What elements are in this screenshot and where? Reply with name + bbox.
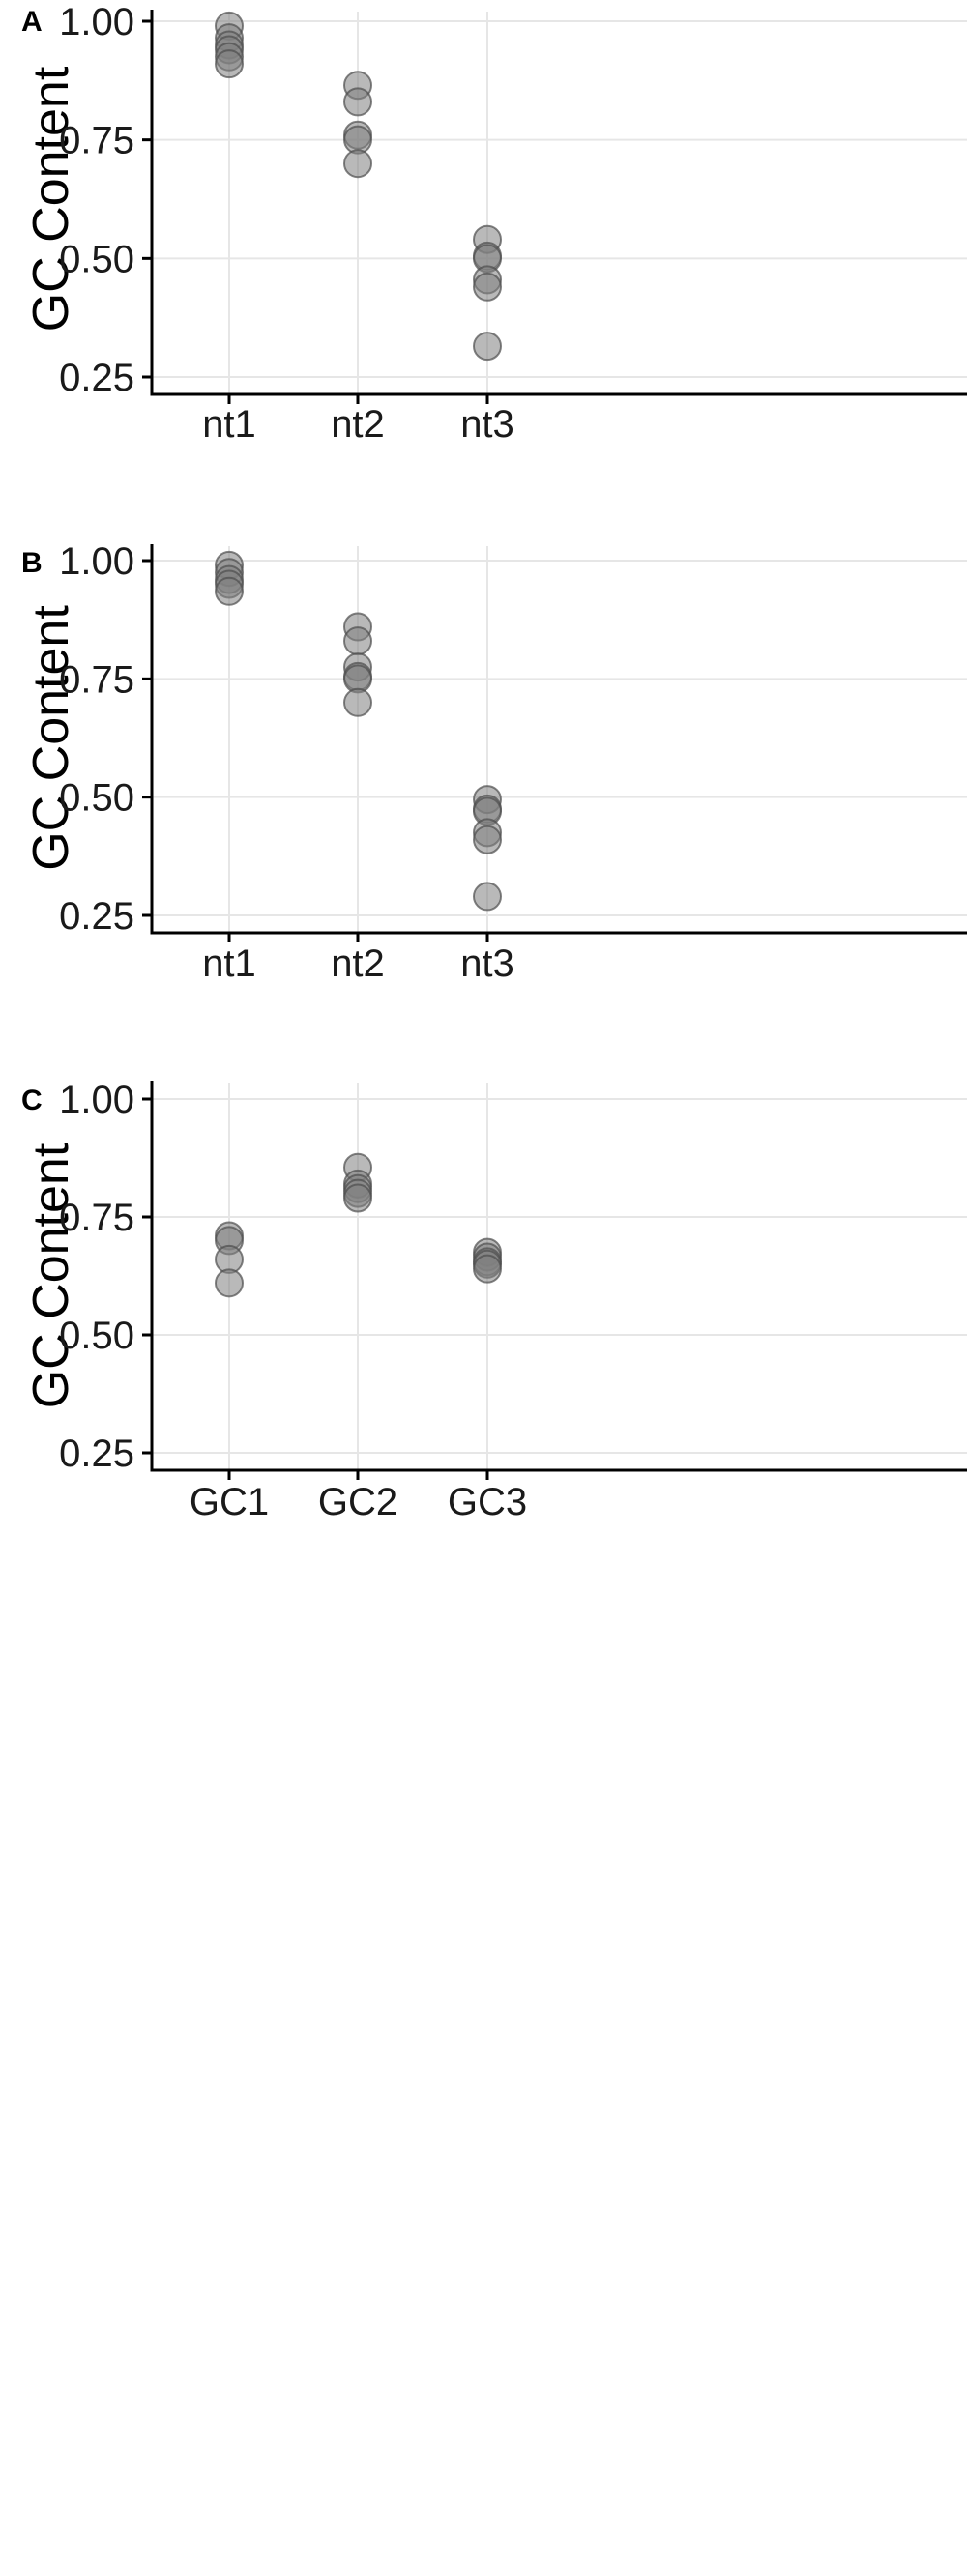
y-axis-title: GC Content xyxy=(23,1143,79,1408)
y-tick-label: 0.25 xyxy=(59,895,134,938)
panel-a: A GC Content 0.25 0.50 0.75 1.00 nt1 nt2 nt3 xyxy=(21,1,967,446)
panel-label: B xyxy=(21,547,43,579)
y-tick-label: 1.00 xyxy=(59,1079,134,1121)
y-tick-label: 0.75 xyxy=(59,120,134,162)
data-point xyxy=(473,825,502,854)
y-tick-label: 0.50 xyxy=(59,238,134,280)
x-tick-label: nt2 xyxy=(331,403,385,446)
y-tick-label: 0.75 xyxy=(59,1197,134,1239)
data-point xyxy=(215,1268,244,1298)
y-axis-title: GC Content xyxy=(23,66,79,332)
y-tick-label: 0.75 xyxy=(59,658,134,701)
x-tick-label: nt3 xyxy=(460,942,514,985)
y-tick-label: 0.50 xyxy=(59,1315,134,1357)
data-point xyxy=(473,1254,502,1284)
x-tick-label: GC3 xyxy=(448,1481,527,1523)
data-point xyxy=(343,1183,372,1213)
data-point xyxy=(473,332,502,362)
y-tick-label: 1.00 xyxy=(59,540,134,583)
y-tick-label: 0.50 xyxy=(59,777,134,820)
x-tick-label: nt3 xyxy=(460,403,514,446)
y-axis-title: GC Content xyxy=(23,605,79,871)
data-point xyxy=(473,272,502,302)
x-tick-label: nt1 xyxy=(202,942,256,985)
x-tick-label: GC2 xyxy=(318,1481,397,1523)
panel-c: C GC Content 0.25 0.50 0.75 1.00 GC1 GC2 GC3 xyxy=(21,1079,967,1523)
data-point xyxy=(343,626,372,656)
y-tick-label: 1.00 xyxy=(59,1,134,43)
panel-label: A xyxy=(21,6,43,38)
x-tick-label: GC1 xyxy=(190,1481,269,1523)
panel-label: C xyxy=(21,1085,43,1116)
y-tick-label: 0.25 xyxy=(59,1433,134,1475)
data-point xyxy=(473,882,502,912)
x-tick-label: nt1 xyxy=(202,403,256,446)
x-tick-label: nt2 xyxy=(331,942,385,985)
data-point xyxy=(343,149,372,179)
data-point xyxy=(343,687,372,717)
y-tick-label: 0.25 xyxy=(59,357,134,399)
data-point xyxy=(215,49,244,79)
panel-b: B GC Content 0.25 0.50 0.75 1.00 nt1 nt2 nt3 xyxy=(21,540,967,985)
data-point xyxy=(343,87,372,117)
data-point xyxy=(215,576,244,606)
